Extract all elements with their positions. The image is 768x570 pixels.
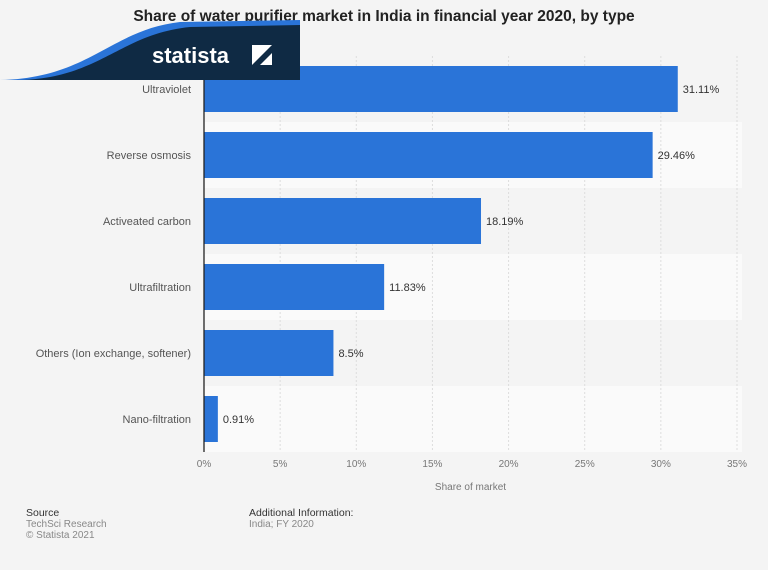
category-label: Ultrafiltration — [129, 282, 191, 294]
copyright: © Statista 2021 — [26, 530, 95, 541]
source-block: Source TechSci Research © Statista 2021 — [26, 507, 107, 541]
bar — [204, 132, 653, 178]
statista-logo[interactable]: statista — [0, 0, 300, 80]
source-heading: Source — [26, 507, 60, 519]
x-tick-label: 35% — [727, 459, 747, 470]
x-tick-label: 20% — [499, 459, 519, 470]
bar — [204, 396, 218, 442]
category-label: Ultraviolet — [142, 84, 191, 96]
category-label: Nano-filtration — [123, 414, 191, 426]
x-axis-title: Share of market — [435, 482, 506, 493]
category-label: Others (Ion exchange, softener) — [36, 348, 191, 360]
data-label: 29.46% — [658, 150, 696, 162]
category-label: Activeated carbon — [103, 216, 191, 228]
bar — [204, 198, 482, 244]
row-band — [204, 386, 742, 452]
data-label: 8.5% — [338, 348, 363, 360]
data-label: 0.91% — [223, 414, 254, 426]
x-tick-label: 5% — [273, 459, 288, 470]
bar-chart: 0% 5% 10% 15% 20% 25% 30% 35% Ultraviolet 31.11% R… — [36, 56, 747, 493]
data-label: 18.19% — [486, 216, 524, 228]
info-block: Additional Information: India; FY 2020 — [249, 507, 353, 530]
x-tick-label: 25% — [575, 459, 595, 470]
x-tick-label: 0% — [197, 459, 212, 470]
x-tick-label: 10% — [346, 459, 366, 470]
x-tick-label: 30% — [651, 459, 671, 470]
category-label: Reverse osmosis — [107, 150, 192, 162]
info-text: India; FY 2020 — [249, 519, 314, 530]
bar — [204, 264, 385, 310]
data-label: 31.11% — [683, 84, 720, 96]
bar — [204, 330, 334, 376]
info-heading: Additional Information: — [249, 507, 354, 519]
svg-text:statista: statista — [152, 43, 230, 68]
x-tick-label: 15% — [422, 459, 442, 470]
source-text: TechSci Research — [26, 519, 107, 530]
data-label: 11.83% — [389, 282, 426, 294]
